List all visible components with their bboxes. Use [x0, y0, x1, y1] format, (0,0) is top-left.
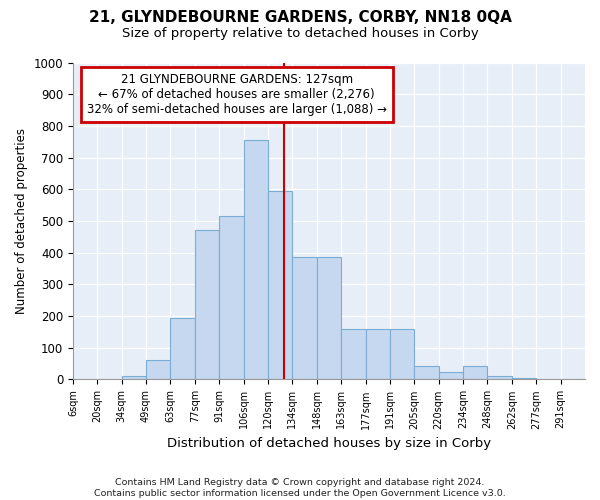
Text: 21 GLYNDEBOURNE GARDENS: 127sqm
← 67% of detached houses are smaller (2,276)
32%: 21 GLYNDEBOURNE GARDENS: 127sqm ← 67% of… — [86, 72, 386, 116]
Bar — [487, 376, 512, 380]
Y-axis label: Number of detached properties: Number of detached properties — [15, 128, 28, 314]
Text: Contains HM Land Registry data © Crown copyright and database right 2024.
Contai: Contains HM Land Registry data © Crown c… — [94, 478, 506, 498]
Bar — [512, 378, 536, 380]
Bar — [268, 191, 292, 380]
Bar — [122, 376, 146, 380]
Bar — [219, 216, 244, 380]
Bar — [341, 328, 365, 380]
Text: Size of property relative to detached houses in Corby: Size of property relative to detached ho… — [122, 28, 478, 40]
Bar — [463, 366, 487, 380]
Text: 21, GLYNDEBOURNE GARDENS, CORBY, NN18 0QA: 21, GLYNDEBOURNE GARDENS, CORBY, NN18 0Q… — [89, 10, 511, 25]
Bar — [415, 366, 439, 380]
Bar — [365, 328, 390, 380]
Bar — [244, 140, 268, 380]
Bar — [317, 258, 341, 380]
Bar — [292, 258, 317, 380]
Bar — [195, 230, 219, 380]
Bar — [146, 360, 170, 380]
Bar — [170, 318, 195, 380]
X-axis label: Distribution of detached houses by size in Corby: Distribution of detached houses by size … — [167, 437, 491, 450]
Bar — [439, 372, 463, 380]
Bar — [390, 328, 415, 380]
